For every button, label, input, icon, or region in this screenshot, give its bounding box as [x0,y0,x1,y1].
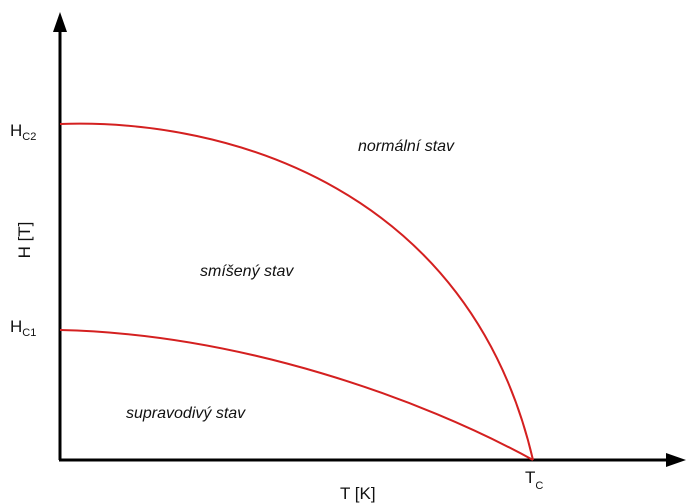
region-label: smíšený stav [200,263,294,280]
y-axis-arrow [53,12,67,32]
hc2-label: HC2 [10,121,36,143]
tc-main: T [525,468,535,487]
tc-sub: C [535,480,543,492]
region-label: normální stav [358,138,455,155]
hc2-curve [59,122,534,461]
tc-label: TC [525,468,543,492]
hc1-curve [59,329,534,461]
y-axis-label: H [T] [15,222,34,259]
hc1-sub: C1 [22,327,36,339]
hc1-label: HC1 [10,317,36,339]
x-axis-arrow [666,453,686,467]
region-label: supravodivý stav [126,405,246,422]
hc1-main: H [10,317,22,336]
hc2-main: H [10,121,22,140]
hc2-sub: C2 [22,131,36,143]
x-axis-label: T [K] [340,484,376,503]
